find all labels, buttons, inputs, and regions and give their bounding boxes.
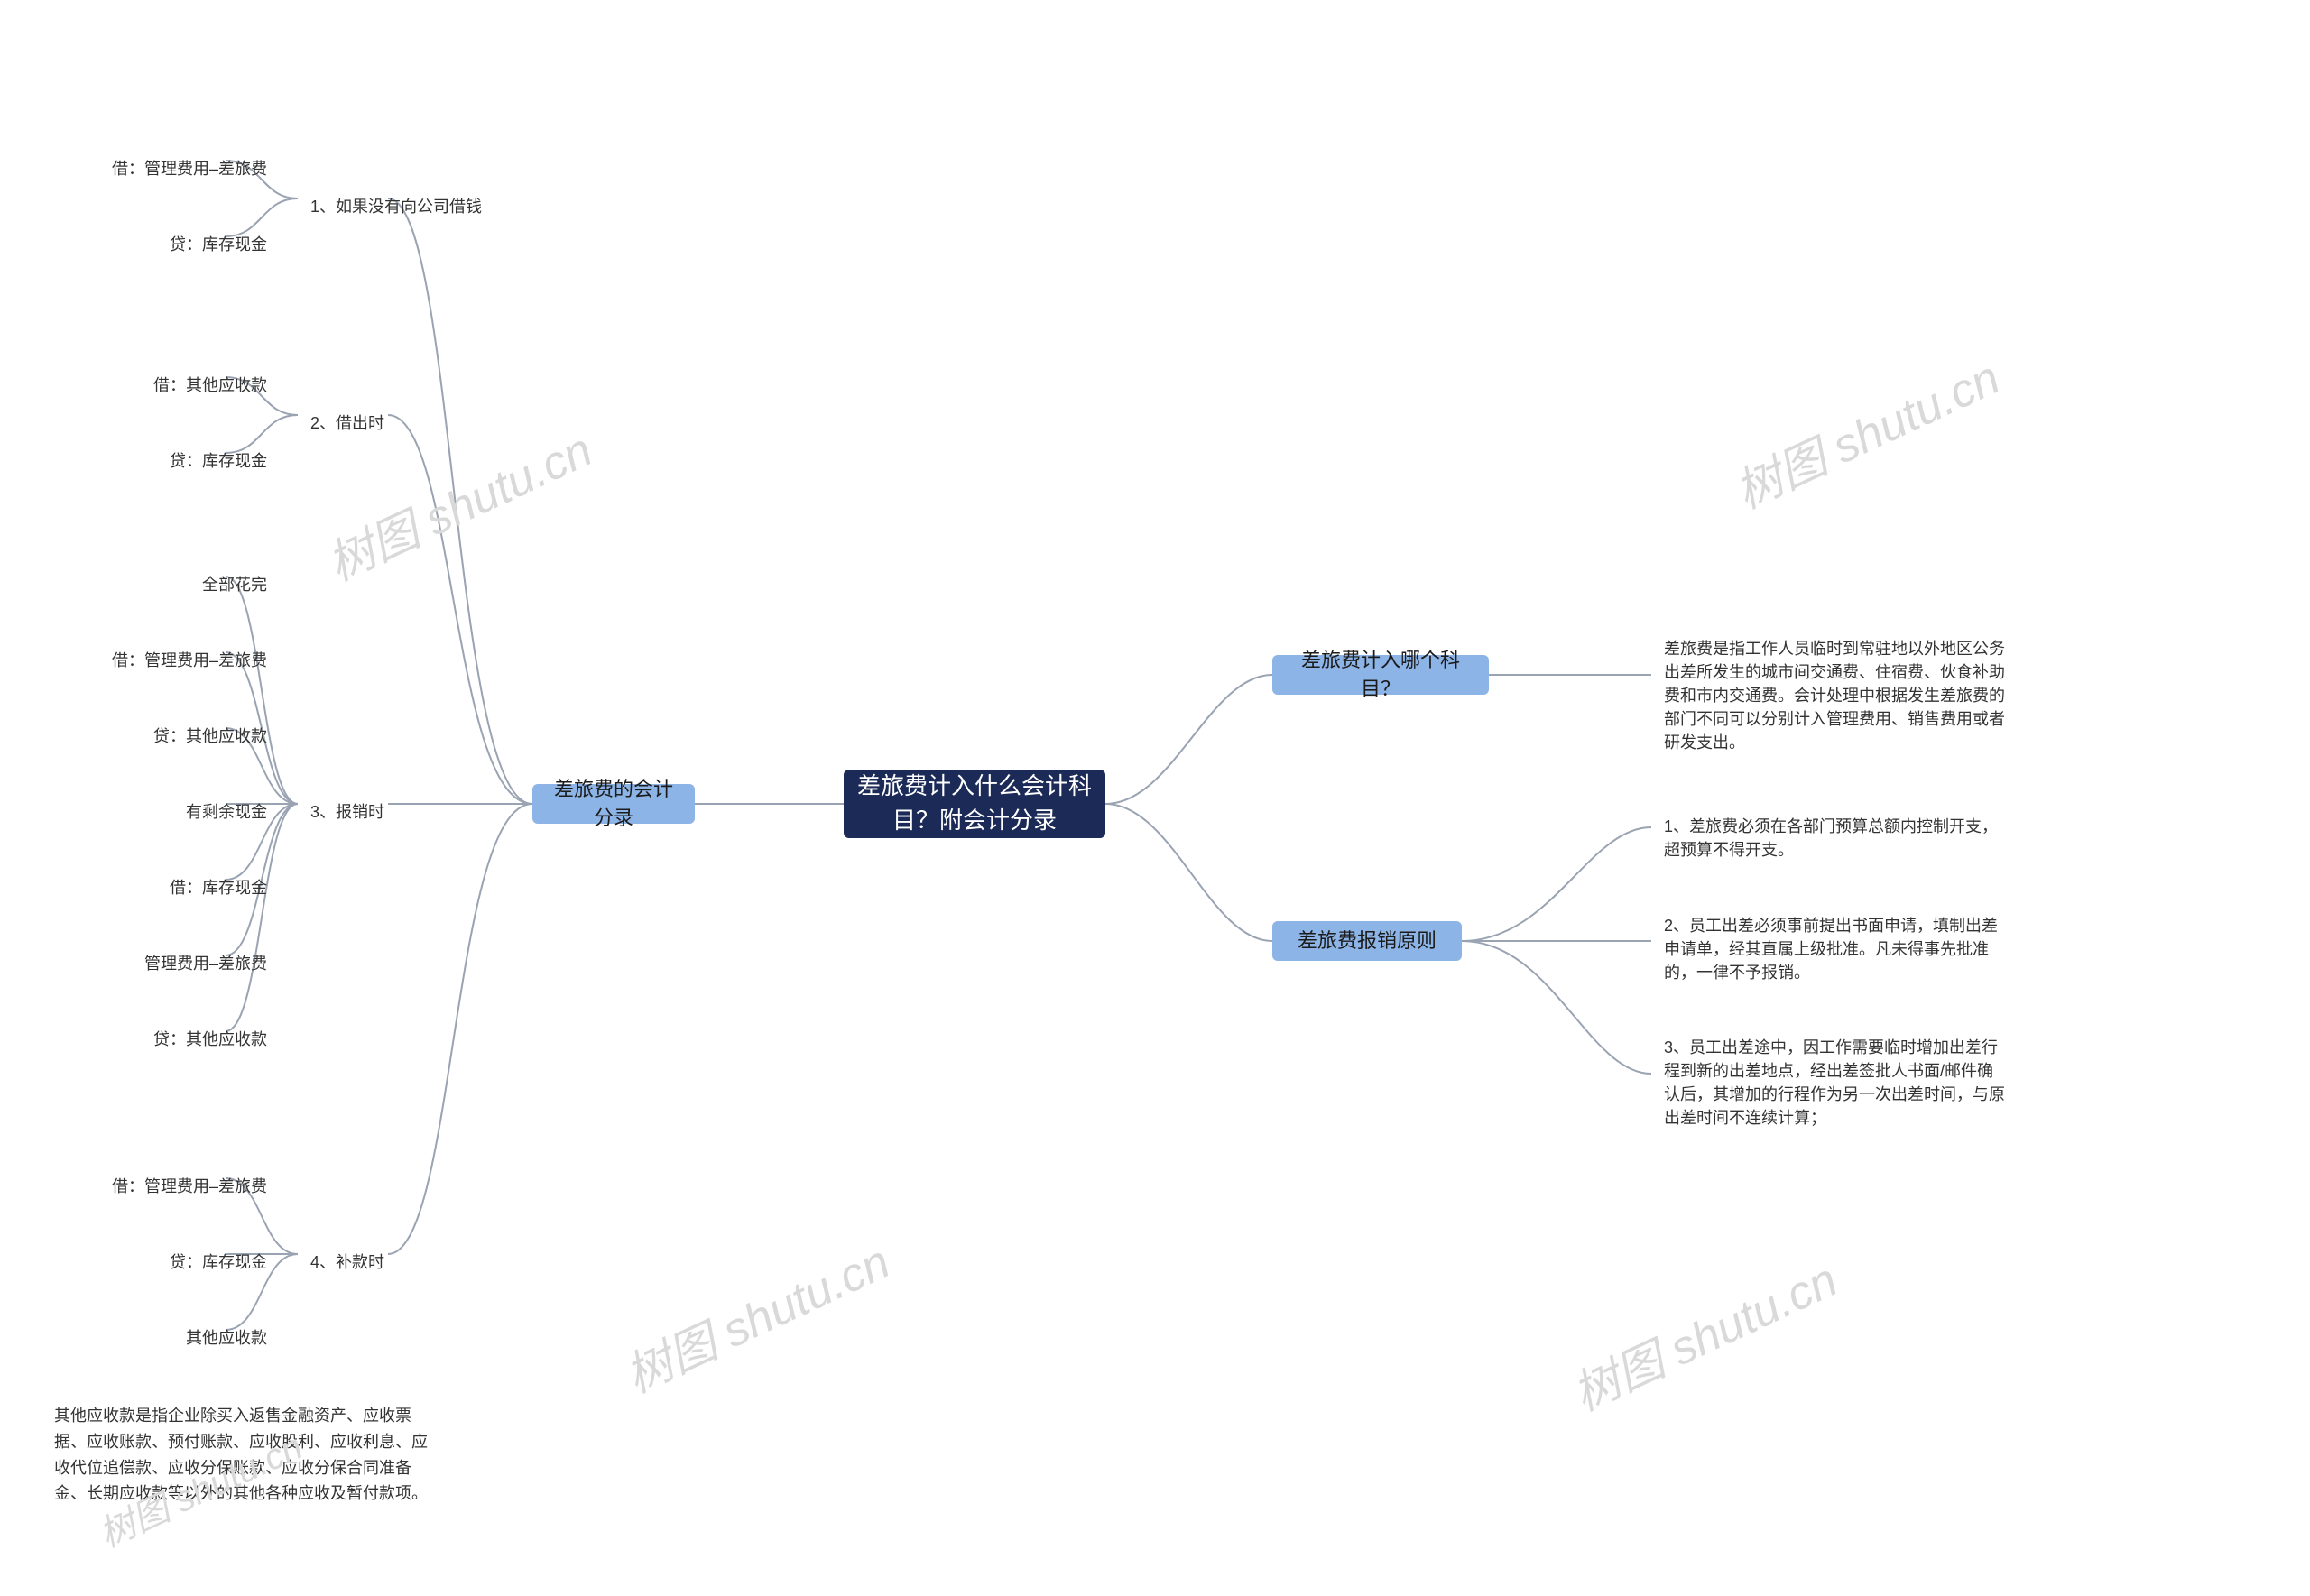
left-sub-borrow-c2: 贷：库存现金: [54, 442, 280, 480]
left-sub-reimburse-c1: 全部花完: [54, 566, 280, 604]
watermark: 树图 shutu.cn: [1560, 1242, 1846, 1424]
left-branch-entries: 差旅费的会计分录: [532, 784, 695, 824]
right-principle-2: 2、员工出差必须事前提出书面申请，填制出差申请单，经其直属上级批准。凡未得事先批…: [1651, 907, 2021, 992]
left-sub-reimburse-c6: 管理费用–差旅费: [54, 945, 280, 983]
left-sub-refund: 4、补款时: [298, 1243, 523, 1281]
footnote-other-receivables: 其他应收款是指企业除买入返售金融资产、应收票据、应收账款、预付账款、应收股利、应…: [54, 1403, 433, 1507]
left-sub-noborrow-c1: 借：管理费用–差旅费: [54, 150, 280, 188]
left-sub-borrow-c1: 借：其他应收款: [54, 366, 280, 404]
left-sub-reimburse-c5: 借：库存现金: [54, 869, 280, 907]
right-principle-1: 1、差旅费必须在各部门预算总额内控制开支，超预算不得开支。: [1651, 807, 2021, 869]
watermark: 树图 shutu.cn: [1723, 340, 2009, 521]
left-sub-reimburse-c7: 贷：其他应收款: [54, 1020, 280, 1058]
left-sub-borrow: 2、借出时: [298, 404, 523, 442]
left-sub-reimburse-c4: 有剩余现金: [54, 793, 280, 831]
left-sub-reimburse-c2: 借：管理费用–差旅费: [54, 641, 280, 679]
right-desc-account: 差旅费是指工作人员临时到常驻地以外地区公务出差所发生的城市间交通费、住宿费、伙食…: [1651, 630, 2021, 761]
left-sub-refund-c1: 借：管理费用–差旅费: [54, 1167, 280, 1205]
watermark: 树图 shutu.cn: [613, 1224, 899, 1406]
mindmap-canvas: 差旅费计入什么会计科目？附会计分录 差旅费计入哪个科目？ 差旅费是指工作人员临时…: [0, 0, 2310, 1596]
right-branch-principle: 差旅费报销原则: [1272, 921, 1462, 961]
left-sub-refund-c3: 其他应收款: [54, 1319, 280, 1357]
root-node: 差旅费计入什么会计科目？附会计分录: [844, 770, 1105, 838]
left-sub-noborrow: 1、如果没有向公司借钱: [298, 188, 523, 226]
right-principle-3: 3、员工出差途中，因工作需要临时增加出差行程到新的出差地点，经出差签批人书面/邮…: [1651, 1029, 2021, 1137]
left-sub-refund-c2: 贷：库存现金: [54, 1243, 280, 1281]
left-sub-noborrow-c2: 贷：库存现金: [54, 226, 280, 263]
left-sub-reimburse: 3、报销时: [298, 793, 523, 831]
right-branch-account: 差旅费计入哪个科目？: [1272, 655, 1489, 695]
left-sub-reimburse-c3: 贷：其他应收款: [54, 717, 280, 755]
